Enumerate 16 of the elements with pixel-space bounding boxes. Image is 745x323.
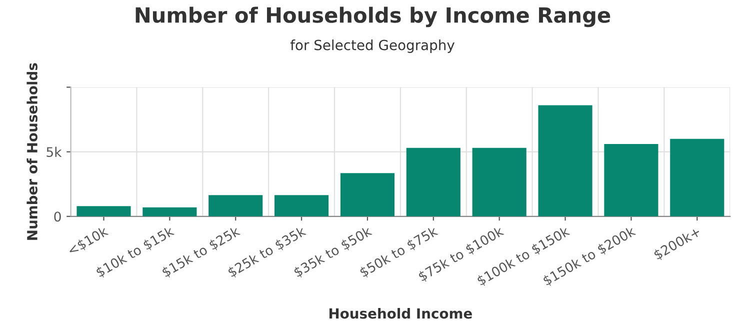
bar (472, 148, 526, 216)
bar (208, 195, 263, 216)
bar (538, 105, 592, 216)
bar (142, 207, 197, 216)
y-axis-title: Number of Households (26, 63, 38, 240)
bar (340, 173, 395, 216)
bar (670, 138, 724, 216)
y-tick-label: 0 (54, 212, 61, 222)
y-tick-label: 5k (46, 146, 62, 158)
bar (76, 206, 131, 216)
x-axis-title: Household Income (330, 308, 472, 319)
bar (406, 148, 460, 216)
bar (274, 195, 329, 216)
bar (604, 144, 658, 216)
chart-subtitle: for Selected Geography (290, 40, 454, 53)
chart-title: Number of Households by Income Range (136, 6, 610, 28)
